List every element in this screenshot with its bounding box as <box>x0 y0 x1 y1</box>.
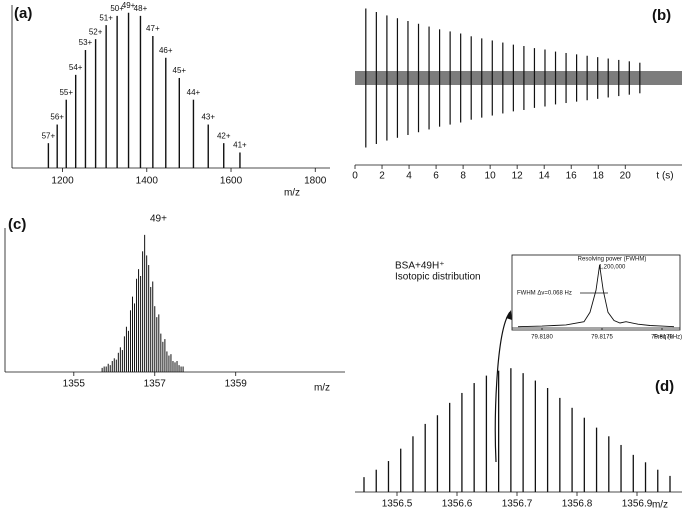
x-axis-label: m/z <box>314 383 330 394</box>
peak-label: 43+ <box>201 113 215 122</box>
inset-frame <box>511 254 681 331</box>
peak-label: 50+ <box>110 4 124 13</box>
peak-label: 52+ <box>89 27 103 36</box>
x-tick-label: 10 <box>485 171 497 182</box>
peak-label: 48+ <box>134 4 148 13</box>
x-axis-label: m/z <box>284 188 300 199</box>
title: BSA+49H⁺ <box>395 261 444 272</box>
peak-label: 55+ <box>59 88 73 97</box>
peak-label: 54+ <box>69 63 83 72</box>
peak-label: 45+ <box>173 66 187 75</box>
peak-line <box>517 265 675 328</box>
x-tick-label: 18 <box>593 171 605 182</box>
x-axis-label: t (s) <box>656 171 673 182</box>
x-tick-label: 12 <box>512 171 524 182</box>
x-axis-label: Freq (kHz) <box>654 335 682 341</box>
x-tick-label: 14 <box>539 171 551 182</box>
x-tick-label: 2 <box>379 171 385 182</box>
x-tick-label: 20 <box>620 171 632 182</box>
peak-label: 57+ <box>42 131 56 140</box>
title: Resolving power (FWHM) <box>578 257 647 263</box>
x-tick-label: 1400 <box>136 176 159 187</box>
peak-label: 53+ <box>79 38 93 47</box>
x-tick-label: 79.8170 <box>651 335 673 341</box>
x-tick-label: 0 <box>352 171 358 182</box>
panel-label: (a) <box>14 5 32 22</box>
x-tick-label: 79.8180 <box>531 335 553 341</box>
x-tick-label: 79.8175 <box>591 335 613 341</box>
x-tick-label: 1356.8 <box>562 499 593 510</box>
peak-label: 44+ <box>187 88 201 97</box>
peak-label: 51+ <box>99 13 113 22</box>
panel-label: (d) <box>655 378 674 395</box>
peak-label: 41+ <box>233 141 247 150</box>
subtitle: Isotopic distribution <box>395 272 481 283</box>
x-tick-label: 1800 <box>304 176 327 187</box>
x-tick-label: 1359 <box>225 379 248 390</box>
x-tick-label: 1200 <box>51 176 74 187</box>
peak-label: 47+ <box>146 24 160 33</box>
peak-label: 49+ <box>122 1 136 10</box>
annotation: FWHM Δν=0.068 Hz <box>517 291 572 297</box>
x-tick-label: 8 <box>460 171 466 182</box>
subtitle: 1,200,000 <box>599 265 626 271</box>
annotation: 49+ <box>150 214 167 225</box>
x-tick-label: 1356.5 <box>382 499 413 510</box>
panel-label: (b) <box>652 7 671 24</box>
panel-label: (c) <box>8 216 26 233</box>
x-tick-label: 1356.6 <box>442 499 473 510</box>
peak-label: 46+ <box>159 46 173 55</box>
x-tick-label: 6 <box>433 171 439 182</box>
x-tick-label: 1600 <box>220 176 243 187</box>
arrow <box>494 311 511 463</box>
x-axis-label: m/z <box>652 500 668 511</box>
x-tick-label: 1357 <box>144 379 167 390</box>
peak-label: 42+ <box>217 131 231 140</box>
x-tick-label: 1356.9 <box>622 499 653 510</box>
noise-band <box>355 71 682 85</box>
x-tick-label: 1356.7 <box>502 499 533 510</box>
x-tick-label: 1355 <box>63 379 86 390</box>
x-tick-label: 4 <box>406 171 412 182</box>
peak-label: 56+ <box>50 113 64 122</box>
x-tick-label: 16 <box>566 171 578 182</box>
arrow-head <box>506 310 512 320</box>
